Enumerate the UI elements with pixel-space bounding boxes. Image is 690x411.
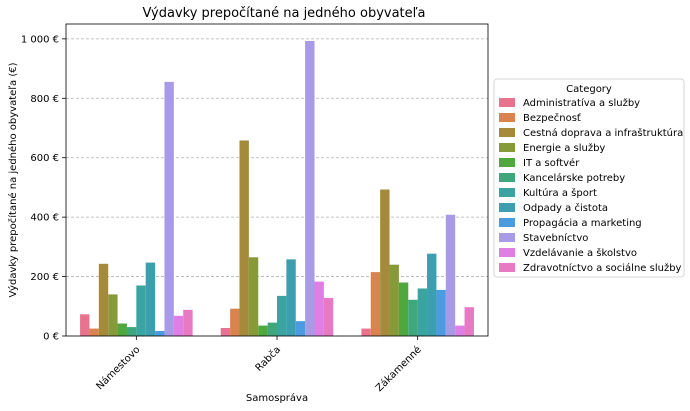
bar <box>427 253 437 336</box>
y-tick-label: 200 € <box>30 272 59 283</box>
bar <box>173 315 184 336</box>
bar <box>136 285 146 336</box>
x-axis-label: Samospráva <box>246 392 308 404</box>
bar <box>230 308 240 336</box>
y-tick-label: 0 € <box>43 332 59 343</box>
y-axis-label: Výdavky prepočítané na jedného obyvateľa… <box>7 62 19 297</box>
bar <box>380 189 390 336</box>
bar <box>89 328 99 336</box>
bar <box>98 263 109 336</box>
legend-swatch <box>499 113 515 122</box>
bar <box>370 272 381 336</box>
legend-label: Administratíva a služby <box>523 97 640 109</box>
legend-label: Odpady a čistota <box>523 202 608 214</box>
bar <box>445 214 456 336</box>
bar <box>108 294 118 336</box>
legend-label: Kancelárske potreby <box>523 172 625 184</box>
bar <box>305 40 315 337</box>
chart-title: Výdavky prepočítané na jedného obyvateľa <box>142 6 425 21</box>
x-tick-label: Rabča <box>253 344 283 374</box>
bar <box>455 325 465 336</box>
legend-swatch <box>499 233 515 242</box>
legend-label: Propagácia a marketing <box>523 217 642 229</box>
bar <box>220 327 231 336</box>
legend-swatch <box>499 218 515 227</box>
legend-label: Stavebníctvo <box>523 232 588 244</box>
bar <box>361 328 371 336</box>
x-tick-label: Námestovo <box>94 344 143 393</box>
legend-swatch <box>499 143 515 152</box>
bar <box>286 259 296 336</box>
bar <box>417 288 428 336</box>
legend-swatch <box>499 98 515 107</box>
legend-swatch <box>499 248 515 257</box>
bar <box>314 281 324 336</box>
x-tick-label: Zákamenné <box>373 344 424 395</box>
legend-label: IT a softvér <box>523 157 580 169</box>
legend-label: Zdravotníctvo a sociálne služby <box>523 262 682 274</box>
bar <box>436 289 446 336</box>
y-tick-label: 400 € <box>30 213 59 224</box>
bar <box>183 309 193 336</box>
bar <box>323 297 334 336</box>
bar <box>295 321 306 336</box>
bar <box>248 257 259 336</box>
bar <box>277 295 287 336</box>
legend-label: Kultúra a šport <box>523 187 597 199</box>
bar <box>408 299 418 336</box>
bar <box>239 140 249 336</box>
legend-label: Bezpečnosť <box>523 112 581 124</box>
y-tick-label: 800 € <box>30 94 59 105</box>
legend-title: Category <box>566 84 612 95</box>
bar <box>389 264 399 336</box>
legend: Category Administratíva a služby Bezpečno… <box>493 78 685 278</box>
legend-swatch <box>499 173 515 182</box>
bar <box>155 330 165 336</box>
y-tick-label: 1 000 € <box>21 34 59 45</box>
legend-swatch <box>499 203 515 212</box>
bar <box>267 322 277 336</box>
bar <box>464 307 474 336</box>
bar <box>126 327 137 336</box>
y-tick-label: 600 € <box>30 153 59 164</box>
bar <box>145 262 156 336</box>
legend-swatch <box>499 188 515 197</box>
legend-label: Vzdelávanie a školstvo <box>523 247 637 259</box>
legend-label: Cestná doprava a infraštruktúra <box>523 127 683 139</box>
legend-swatch <box>499 128 515 137</box>
legend-swatch <box>499 158 515 167</box>
x-axis: Námestovo Rabča Zákamenné <box>94 336 424 394</box>
bar <box>258 325 268 336</box>
legend-label: Energie a služby <box>523 142 605 154</box>
bar <box>398 282 409 336</box>
bar <box>117 323 127 336</box>
bar <box>80 314 90 336</box>
y-axis: 0 € 200 € 400 € 600 € 800 € 1 000 € <box>21 34 66 343</box>
bars <box>80 40 474 337</box>
legend-swatch <box>499 263 515 272</box>
bar <box>164 81 174 336</box>
legend-frame <box>493 78 685 278</box>
